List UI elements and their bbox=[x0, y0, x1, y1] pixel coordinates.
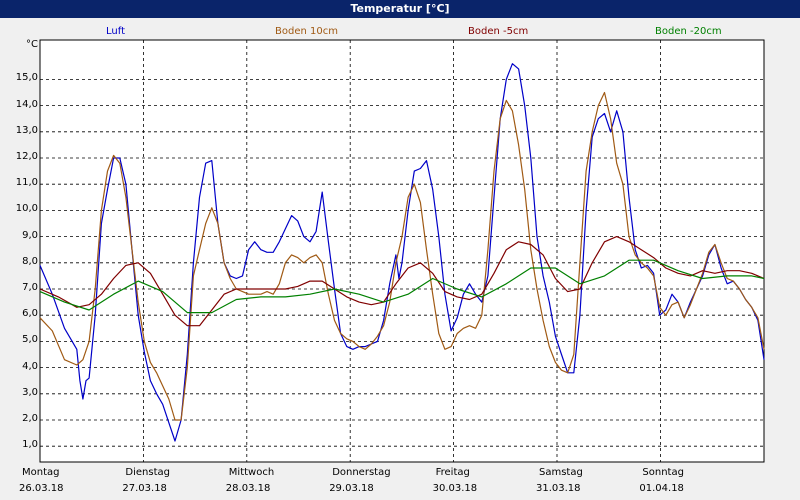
legend-boden-20cm: Boden -20cm bbox=[655, 26, 722, 37]
plot-area bbox=[39, 39, 765, 463]
series-line-boden-10cm bbox=[39, 91, 765, 421]
window-title: Temperatur [°C] bbox=[0, 0, 800, 18]
x-date-label: 27.03.18 bbox=[122, 483, 167, 494]
x-date-label: 30.03.18 bbox=[432, 483, 478, 494]
y-tick-label: 8,0 bbox=[22, 255, 38, 267]
y-unit-label: °C bbox=[26, 39, 38, 50]
y-tick-label: 12,0 bbox=[15, 151, 38, 162]
x-day-label: Montag bbox=[22, 467, 60, 478]
y-tick-label: 3,0 bbox=[22, 386, 38, 398]
x-day-label: Mittwoch bbox=[228, 467, 275, 478]
y-tick-label: 10,0 bbox=[15, 203, 38, 215]
x-date-label: 26.03.18 bbox=[19, 483, 64, 494]
y-tick-label: 9,0 bbox=[22, 229, 38, 241]
y-tick-label: 14,0 bbox=[15, 98, 38, 110]
legend-boden-5cm: Boden -5cm bbox=[468, 26, 529, 37]
x-day-label: Samstag bbox=[539, 467, 583, 478]
y-tick-label: 5,0 bbox=[22, 334, 38, 346]
x-date-label: 29.03.18 bbox=[329, 483, 374, 494]
legend-luft: Luft bbox=[106, 26, 125, 37]
y-tick-label: 6,0 bbox=[22, 308, 38, 320]
x-day-label: Freitag bbox=[435, 467, 470, 478]
series-line-luft bbox=[39, 63, 765, 442]
y-tick-label: 11,0 bbox=[15, 177, 38, 189]
series-line-boden-5cm bbox=[39, 236, 765, 327]
y-tick-label: 7,0 bbox=[22, 282, 38, 293]
x-day-label: Donnerstag bbox=[332, 467, 391, 478]
x-day-label: Sonntag bbox=[642, 467, 684, 478]
y-tick-label: 1,0 bbox=[22, 439, 38, 451]
x-date-label: 28.03.18 bbox=[225, 483, 271, 494]
x-day-label: Dienstag bbox=[125, 467, 170, 478]
series-line-boden-20cm bbox=[39, 259, 765, 314]
y-tick-label: 2,0 bbox=[22, 413, 38, 424]
x-date-label: 01.04.18 bbox=[639, 483, 684, 494]
legend-boden-10cm: Boden 10cm bbox=[275, 26, 338, 37]
x-date-label: 31.03.18 bbox=[536, 483, 581, 494]
y-tick-label: 15,0 bbox=[15, 72, 38, 84]
y-tick-label: 4,0 bbox=[22, 360, 38, 372]
y-tick-label: 13,0 bbox=[15, 124, 38, 136]
